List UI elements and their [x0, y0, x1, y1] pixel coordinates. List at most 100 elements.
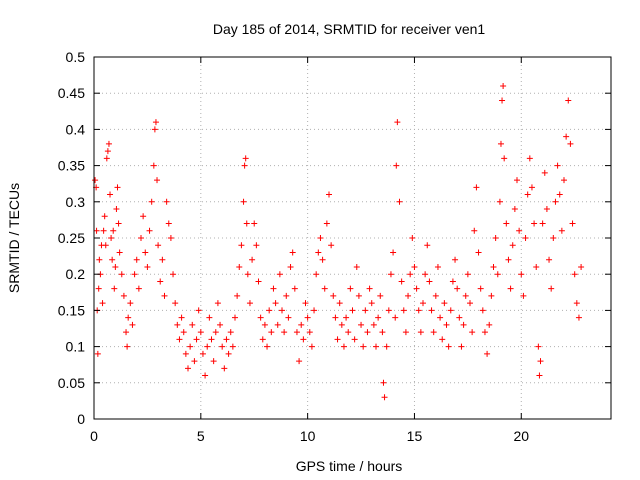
data-point [358, 321, 365, 328]
data-point [432, 292, 439, 299]
data-point [108, 235, 115, 241]
y-tick-label: 0.25 [58, 230, 85, 246]
data-point [460, 321, 467, 328]
data-point [227, 329, 234, 336]
y-tick-label: 0.45 [58, 85, 85, 101]
data-point [217, 321, 224, 328]
data-point [434, 263, 441, 270]
data-point [569, 220, 576, 227]
data-point [362, 307, 369, 314]
data-point [300, 336, 307, 343]
data-point [123, 329, 130, 336]
data-point [575, 314, 582, 321]
data-point [195, 307, 202, 314]
data-point [124, 343, 131, 350]
data-point [94, 350, 101, 357]
data-point [229, 343, 236, 350]
data-point [462, 292, 469, 299]
data-point [479, 307, 486, 314]
data-point [187, 343, 194, 350]
data-point [439, 336, 446, 343]
data-point [111, 285, 118, 292]
data-point [191, 358, 198, 365]
data-point [539, 220, 546, 227]
data-point [524, 191, 531, 198]
data-point [241, 162, 248, 169]
data-point [345, 329, 352, 336]
data-point [174, 321, 181, 328]
data-point [319, 256, 326, 263]
data-point [276, 271, 283, 278]
data-point [441, 300, 448, 307]
y-tick-label: 0.1 [66, 339, 86, 355]
data-point [296, 358, 303, 365]
data-point [298, 321, 305, 328]
data-point [155, 242, 162, 249]
data-point [99, 300, 106, 307]
data-point [244, 271, 251, 278]
data-point [509, 242, 516, 249]
data-point [336, 300, 343, 307]
data-point [563, 133, 570, 140]
data-point [285, 314, 292, 321]
data-point [452, 256, 459, 263]
data-point [170, 271, 177, 278]
data-point [311, 307, 318, 314]
data-point [321, 285, 328, 292]
data-point [212, 329, 219, 336]
data-point [266, 307, 273, 314]
data-point [454, 285, 461, 292]
data-point [351, 336, 358, 343]
data-point [115, 220, 122, 227]
data-point [471, 227, 478, 234]
data-point [281, 329, 288, 336]
data-point [116, 249, 123, 256]
data-point [381, 394, 388, 401]
data-point [234, 292, 241, 299]
data-point [500, 82, 507, 89]
data-points [92, 82, 585, 401]
data-point [255, 278, 262, 285]
data-point [516, 227, 523, 234]
data-point [496, 198, 503, 205]
data-point [402, 329, 409, 336]
data-point [411, 263, 418, 270]
data-point [152, 119, 159, 126]
data-point [377, 292, 384, 299]
data-point [101, 213, 108, 220]
y-tick-label: 0 [77, 411, 85, 427]
data-point [537, 358, 544, 365]
x-axis-ticks: 0 5 10 15 20 [90, 57, 529, 444]
data-point [428, 307, 435, 314]
data-point [409, 235, 416, 241]
data-point [180, 329, 187, 336]
data-point [120, 292, 127, 299]
data-point [503, 220, 510, 227]
data-point [291, 285, 298, 292]
data-point [306, 329, 313, 336]
data-point [133, 256, 140, 263]
data-point [323, 220, 330, 227]
data-point [501, 155, 508, 162]
data-point [289, 249, 296, 256]
data-point [92, 177, 99, 184]
data-point [366, 285, 373, 292]
data-point [343, 314, 350, 321]
data-point [536, 372, 543, 379]
data-point [95, 285, 102, 292]
data-point [507, 285, 514, 292]
data-point [379, 329, 386, 336]
data-point [110, 227, 117, 234]
data-point [488, 292, 495, 299]
data-point [526, 155, 533, 162]
data-point [456, 314, 463, 321]
data-point [571, 271, 578, 278]
data-point [420, 300, 426, 307]
data-point [264, 343, 271, 350]
data-point [165, 220, 172, 227]
data-point [279, 307, 285, 314]
data-point [199, 350, 206, 357]
data-point [232, 314, 238, 321]
data-point [131, 271, 138, 278]
data-point [330, 292, 337, 299]
